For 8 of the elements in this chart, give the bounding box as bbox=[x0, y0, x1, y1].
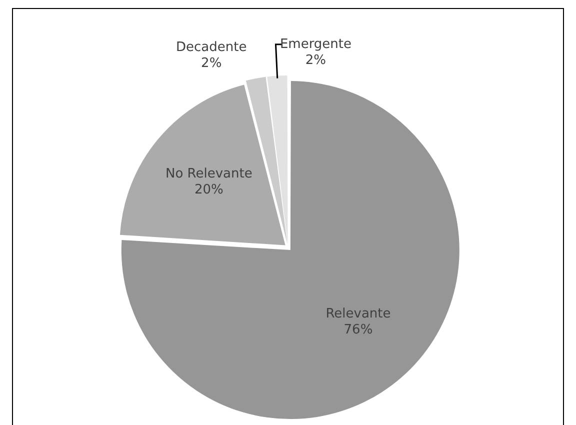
slice-label: Emergente bbox=[280, 36, 352, 52]
data-label: 20% bbox=[194, 182, 224, 198]
slice-label: Relevante bbox=[326, 306, 391, 322]
slice-label: Decadente bbox=[176, 40, 247, 55]
data-label: 2% bbox=[305, 52, 326, 68]
slice-label: No Relevante bbox=[166, 166, 252, 182]
data-label: 2% bbox=[201, 56, 222, 71]
data-label: 76% bbox=[344, 322, 373, 338]
